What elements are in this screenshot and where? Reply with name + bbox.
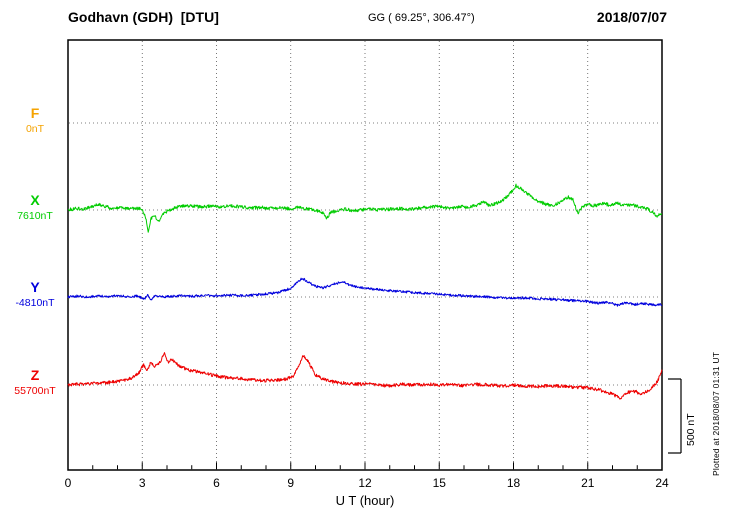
trace-Z	[67, 352, 663, 400]
x-tick-label-15: 15	[432, 476, 446, 490]
series-baseline-value-Z: 55700nT	[14, 385, 56, 397]
x-tick-label-0: 0	[64, 476, 72, 490]
plot-frame	[67, 39, 663, 471]
trace-Y	[67, 277, 663, 307]
x-tick-label-3: 3	[138, 476, 146, 490]
x-tick-label-9: 9	[287, 476, 295, 490]
x-tick-label-24: 24	[655, 476, 669, 490]
series-baseline-value-F: 0nT	[25, 123, 45, 135]
geographic-coordinates: GG ( 69.25°, 306.47°)	[368, 12, 475, 24]
x-tick-label-12: 12	[358, 476, 372, 490]
scale-bar-label: 500 nT	[685, 413, 697, 446]
series-label-Z: Z 55700nT	[6, 368, 64, 397]
plot-date: 2018/07/07	[596, 9, 667, 25]
series-baseline-value-X: 7610nT	[17, 210, 53, 222]
series-letter-X: X	[30, 192, 40, 208]
series-label-X: X 7610nT	[6, 193, 64, 222]
x-tick-label-21: 21	[581, 476, 595, 490]
series-label-F: F 0nT	[6, 106, 64, 135]
x-axis-label: U T (hour)	[335, 493, 395, 508]
trace-X	[68, 183, 662, 233]
series-baseline-value-Y: -4810nT	[15, 297, 55, 309]
series-letter-F: F	[30, 105, 40, 121]
x-tick-label-6: 6	[213, 476, 220, 490]
plotted-at-timestamp: Plotted at 2018/08/07 01:31 UT	[711, 351, 721, 476]
x-tick-label-18: 18	[506, 476, 521, 490]
series-letter-Y: Y	[30, 279, 40, 295]
series-label-Y: Y -4810nT	[6, 280, 64, 309]
station-title: Godhavn (GDH) [DTU]	[68, 9, 219, 25]
series-letter-Z: Z	[30, 367, 40, 383]
